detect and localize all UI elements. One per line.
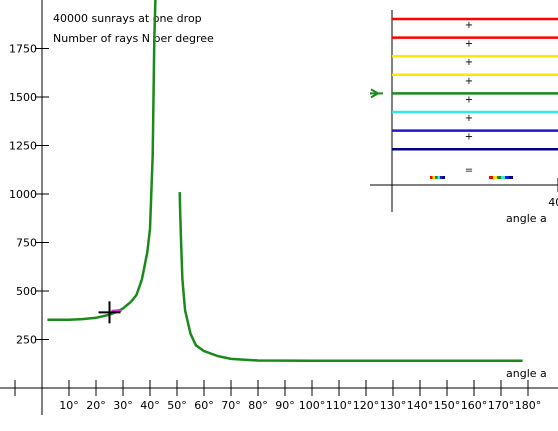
- inset-spectrum-swatch-right: [497, 176, 501, 179]
- x-tick-label: 40°: [140, 399, 160, 412]
- x-tick-label: 110°: [326, 399, 353, 412]
- x-tick-label: 140°: [407, 399, 434, 412]
- inset-spectrum-swatch-right: [501, 176, 505, 179]
- x-tick-label: 70°: [221, 399, 241, 412]
- inset-spectrum-swatch-left: [432, 176, 435, 179]
- inset-x-axis-label: angle a: [506, 212, 547, 225]
- x-tick-label: 100°: [299, 399, 326, 412]
- inset-spectrum-swatch-right: [489, 176, 493, 179]
- inset-row-symbol: +: [465, 113, 473, 124]
- series-layer: [47, 0, 523, 363]
- inset-spectrum-swatch-left: [440, 176, 443, 179]
- inset-row-symbol: +: [465, 132, 473, 143]
- chart-title-line-2: Number of rays N per degree: [53, 32, 214, 45]
- x-tick-label: 90°: [275, 399, 295, 412]
- x-tick-label: 160°: [461, 399, 488, 412]
- series-line-below_primary_bow: [47, 0, 157, 321]
- y-tick-label: 1000: [9, 188, 37, 201]
- x-tick-label: 80°: [248, 399, 268, 412]
- chart-title-line-1: 40000 sunrays at one drop: [53, 12, 202, 25]
- inset-row-symbol: +: [465, 94, 473, 105]
- inset-diagram: angle a 40°45°50°55°+++++++=: [370, 10, 558, 225]
- x-tick-label: 150°: [434, 399, 461, 412]
- x-axis-label: angle a: [506, 367, 547, 380]
- x-tick-label: 60°: [194, 399, 214, 412]
- inset-spectrum-swatch-right: [505, 176, 509, 179]
- inset-spectrum-swatch-left: [430, 176, 433, 179]
- marker-highlight: [111, 308, 122, 313]
- inset-row-symbol: =: [465, 165, 473, 176]
- y-tick-label: 750: [16, 237, 37, 250]
- marker-layer: [98, 301, 122, 324]
- y-tick-label: 250: [16, 334, 37, 347]
- inset-row-symbol: +: [465, 57, 473, 68]
- x-tick-label: 30°: [113, 399, 133, 412]
- inset-spectrum-swatch-right: [493, 176, 497, 179]
- y-tick-label: 1250: [9, 140, 37, 153]
- inset-spectrum-swatch-left: [442, 176, 445, 179]
- inset-row-symbol: +: [465, 76, 473, 87]
- x-tick-label: 130°: [380, 399, 407, 412]
- y-tick-label: 500: [16, 285, 37, 298]
- inset-spectrum-swatch-left: [437, 176, 440, 179]
- x-tick-label: 180°: [515, 399, 542, 412]
- x-tick-label: 120°: [353, 399, 380, 412]
- inset-x-tick-label: 40°: [548, 196, 558, 209]
- inset-spectrum-swatch-right: [509, 176, 513, 179]
- series-line-above_secondary_bow: [178, 192, 523, 363]
- x-tick-label: 10°: [59, 399, 79, 412]
- x-tick-label: 20°: [86, 399, 106, 412]
- inset-row-symbol: +: [465, 20, 473, 31]
- y-tick-label: 1750: [9, 43, 37, 56]
- y-tick-label: 1500: [9, 91, 37, 104]
- chart-title-group: 40000 sunrays at one drop Number of rays…: [53, 12, 214, 45]
- inset-row-symbol: +: [465, 39, 473, 50]
- axes: 10° 20° 30° 40° 50° 60° 70° 80° 90° 100° 110° 120° 1…: [0, 0, 558, 415]
- x-tick-label: 50°: [167, 399, 187, 412]
- x-tick-label: 170°: [488, 399, 515, 412]
- inset-spectrum-swatch-left: [435, 176, 438, 179]
